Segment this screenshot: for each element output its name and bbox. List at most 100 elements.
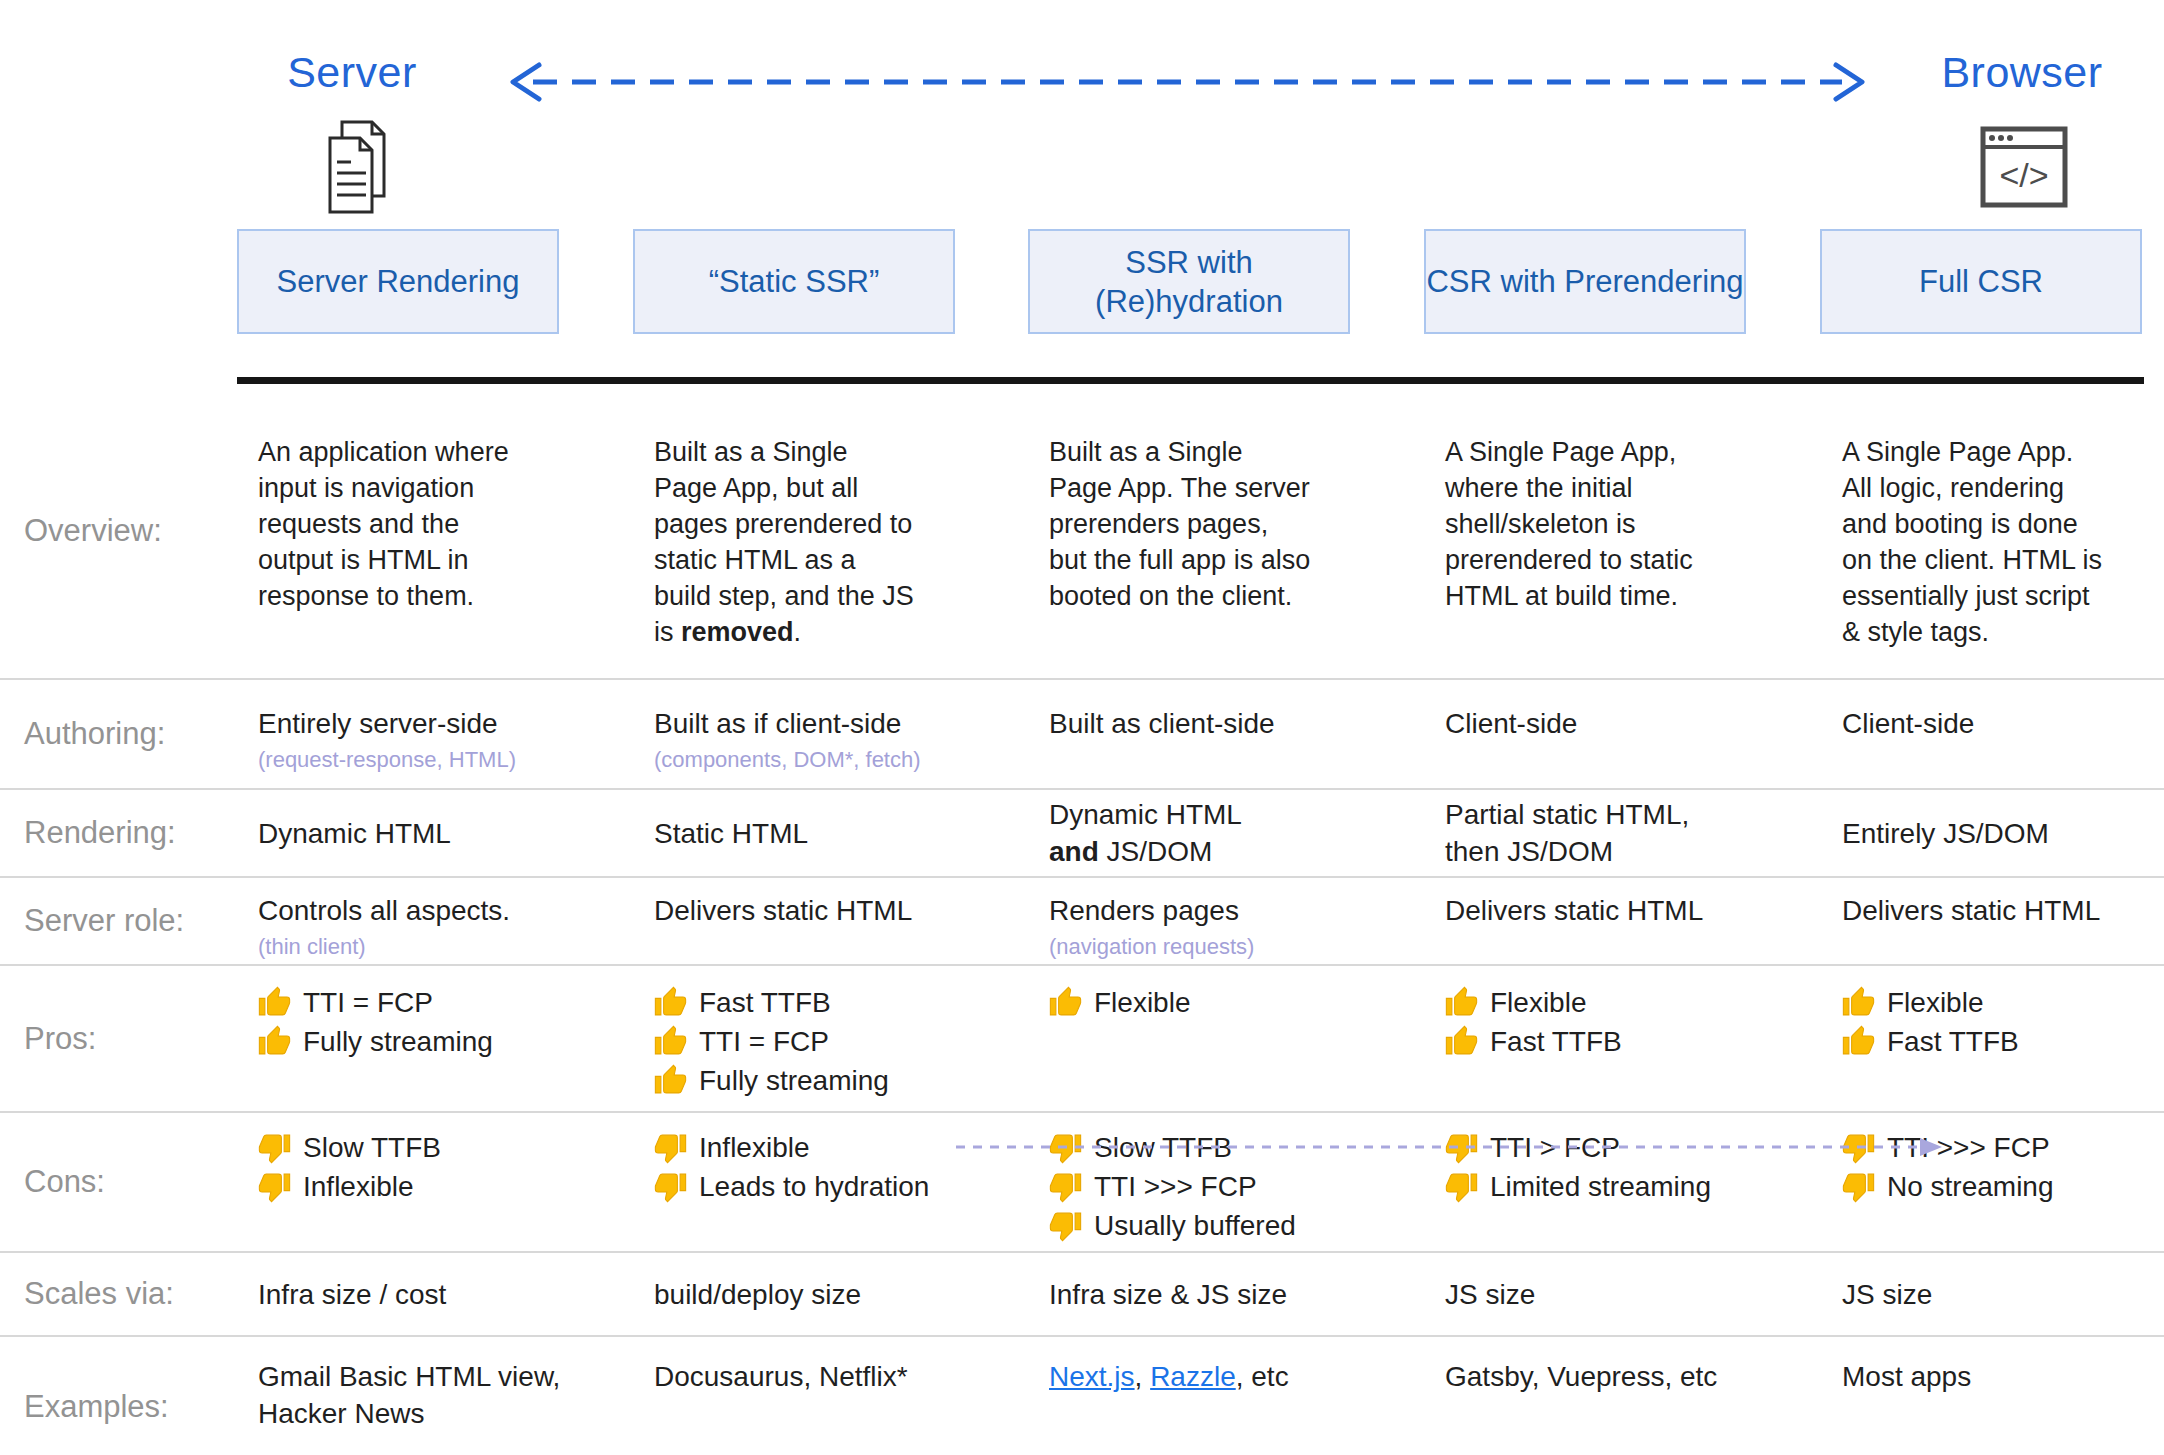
rendering-full-csr: Entirely JS/DOM — [1820, 815, 2144, 852]
header-zone: Server Browser </> Server Rendering “Sta… — [0, 0, 2164, 384]
pros-item: TTI = FCP — [258, 983, 633, 1022]
overview-static-ssr: Built as a Single Page App, but all page… — [654, 434, 916, 650]
pros-csr-prerendering: FlexibleFast TTFB — [1424, 966, 1820, 1061]
pros-static-ssr: Fast TTFBTTI = FCPFully streaming — [633, 966, 1028, 1100]
row-label-scales-via: Scales via: — [0, 1276, 237, 1312]
overview-full-csr: A Single Page App. All logic, rendering … — [1842, 434, 2104, 650]
pros-item-label: Fast TTFB — [699, 984, 831, 1021]
thumb-down-icon — [1842, 1170, 1875, 1203]
client-side-span-arrow — [956, 1135, 1948, 1159]
pros-item-label: TTI = FCP — [303, 984, 433, 1021]
scales-csr-prerendering: JS size — [1424, 1276, 1820, 1313]
row-examples: Examples: Gmail Basic HTML view, Hacker … — [0, 1337, 2164, 1455]
row-scales-via: Scales via: Infra size / cost build/depl… — [0, 1253, 2164, 1337]
cons-item-label: Inflexible — [303, 1168, 414, 1205]
overview-server-rendering: An application where input is navigation… — [258, 434, 520, 614]
cons-item: Slow TTFB — [258, 1128, 633, 1167]
scales-ssr-rehydration: Infra size & JS size — [1028, 1276, 1424, 1313]
server-role-static-ssr: Delivers static HTML — [633, 878, 1028, 929]
authoring-note: (components, DOM*, fetch) — [654, 747, 1028, 773]
pros-item: Fully streaming — [654, 1061, 1028, 1100]
pros-item-label: TTI = FCP — [699, 1023, 829, 1060]
pros-ssr-rehydration: Flexible — [1028, 966, 1424, 1022]
rendering-csr-prerendering: Partial static HTML, then JS/DOM — [1445, 796, 1745, 870]
rendering-ssr-rehydration: Dynamic HTML and JS/DOM — [1049, 796, 1264, 870]
pros-item-label: Flexible — [1490, 984, 1586, 1021]
code-glyph: </> — [1999, 156, 2048, 194]
documents-icon — [318, 118, 394, 218]
server-role-ssr-rehydration: Renders pages (navigation requests) — [1028, 878, 1424, 960]
pros-item-label: Fully streaming — [699, 1062, 889, 1099]
cons-full-csr: TTI >>> FCPNo streaming — [1820, 1113, 2144, 1206]
rendering-comparison-diagram: { "header": { "server_label": "Server", … — [0, 0, 2164, 1455]
thumb-up-icon — [1049, 986, 1082, 1019]
thumb-down-icon — [1049, 1209, 1082, 1242]
rendering-server-rendering: Dynamic HTML — [237, 815, 633, 852]
row-pros: Pros: TTI = FCPFully streaming Fast TTFB… — [0, 966, 2164, 1113]
browser-window-icon: </> — [1980, 126, 2068, 208]
pros-item: Fully streaming — [258, 1022, 633, 1061]
pros-full-csr: FlexibleFast TTFB — [1820, 966, 2144, 1061]
cons-csr-prerendering: TTI > FCPLimited streaming — [1424, 1113, 1820, 1206]
authoring-full-csr: Client-side — [1820, 680, 2144, 742]
row-rendering: Rendering: Dynamic HTML Static HTML Dyna… — [0, 790, 2164, 878]
thumb-up-icon — [654, 1064, 687, 1097]
server-endpoint-label: Server — [242, 48, 462, 97]
scales-full-csr: JS size — [1820, 1276, 2144, 1313]
thumb-up-icon — [1445, 1025, 1478, 1058]
pros-item: Fast TTFB — [654, 983, 1028, 1022]
thumb-up-icon — [1842, 1025, 1875, 1058]
pros-item: Flexible — [1445, 983, 1820, 1022]
server-role-note: (navigation requests) — [1049, 934, 1424, 960]
row-server-role: Server role: Controls all aspects. (thin… — [0, 878, 2164, 966]
row-label-overview: Overview: — [0, 513, 237, 549]
cons-item: No streaming — [1842, 1167, 2144, 1206]
pros-item-label: Fast TTFB — [1887, 1023, 2019, 1060]
examples-csr-prerendering: Gatsby, Vuepress, etc — [1424, 1337, 1820, 1395]
thumb-up-icon — [1445, 986, 1478, 1019]
pros-item-label: Flexible — [1094, 984, 1190, 1021]
cons-server-rendering: Slow TTFBInflexible — [237, 1113, 633, 1206]
cons-item-label: Leads to hydration — [699, 1168, 929, 1205]
server-role-note: (thin client) — [258, 934, 633, 960]
overview-ssr-rehydration: Built as a Single Page App. The server p… — [1049, 434, 1311, 614]
row-label-rendering: Rendering: — [0, 815, 237, 851]
rendering-static-ssr: Static HTML — [633, 815, 1028, 852]
row-overview: Overview: An application where input is … — [0, 384, 2164, 680]
cons-item: Inflexible — [258, 1167, 633, 1206]
nextjs-link[interactable]: Next.js — [1049, 1361, 1135, 1392]
table-top-rule — [237, 377, 2144, 384]
thumb-up-icon — [258, 986, 291, 1019]
cons-ssr-rehydration: Slow TTFBTTI >>> FCPUsually buffered — [1028, 1113, 1424, 1245]
browser-endpoint-label: Browser — [1912, 48, 2132, 97]
column-header-csr-prerendering: CSR with Prerendering — [1424, 229, 1746, 334]
cons-static-ssr: InflexibleLeads to hydration — [633, 1113, 1028, 1206]
razzle-link[interactable]: Razzle — [1150, 1361, 1236, 1392]
pros-item: TTI = FCP — [654, 1022, 1028, 1061]
server-role-full-csr: Delivers static HTML — [1820, 878, 2144, 929]
cons-item-label: TTI >>> FCP — [1094, 1168, 1257, 1205]
pros-server-rendering: TTI = FCPFully streaming — [237, 966, 633, 1061]
thumb-down-icon — [654, 1131, 687, 1164]
pros-item-label: Fully streaming — [303, 1023, 493, 1060]
cons-item-label: Usually buffered — [1094, 1207, 1296, 1244]
overview-csr-prerendering: A Single Page App, where the initial she… — [1445, 434, 1707, 614]
row-authoring: Authoring: Entirely server-side (request… — [0, 680, 2164, 790]
row-label-examples: Examples: — [0, 1368, 237, 1425]
thumb-up-icon — [258, 1025, 291, 1058]
cons-item: Usually buffered — [1049, 1206, 1424, 1245]
server-role-server-rendering: Controls all aspects. (thin client) — [237, 878, 633, 960]
cons-item-label: Inflexible — [699, 1129, 810, 1166]
examples-full-csr: Most apps — [1820, 1337, 2144, 1395]
row-label-cons: Cons: — [0, 1164, 237, 1200]
authoring-ssr-rehydration: Built as client-side — [1028, 680, 1424, 742]
pros-item: Flexible — [1049, 983, 1424, 1022]
column-header-static-ssr: “Static SSR” — [633, 229, 955, 334]
authoring-csr-prerendering: Client-side — [1424, 680, 1820, 742]
thumb-up-icon — [654, 1025, 687, 1058]
authoring-static-ssr: Built as if client-side (components, DOM… — [633, 680, 1028, 773]
thumb-down-icon — [654, 1170, 687, 1203]
cons-item: Limited streaming — [1445, 1167, 1820, 1206]
thumb-up-icon — [1842, 986, 1875, 1019]
scales-server-rendering: Infra size / cost — [237, 1276, 633, 1313]
